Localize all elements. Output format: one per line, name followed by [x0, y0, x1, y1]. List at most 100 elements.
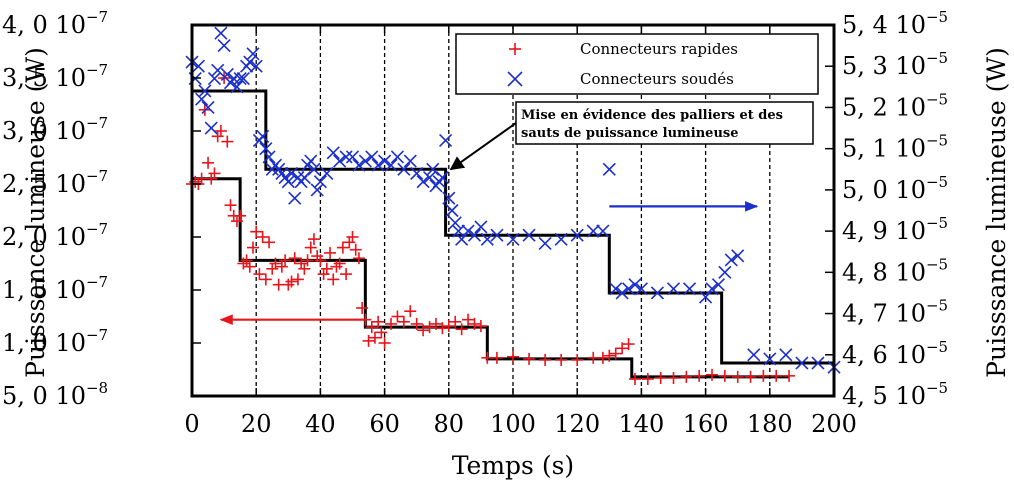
annotation-line-1: Mise en évidence des palliers et des: [521, 108, 783, 123]
data-point-soudes: [220, 67, 234, 82]
data-point-rapides: [654, 371, 667, 384]
x-tick-label: 0: [184, 410, 199, 438]
marker-stroke: [554, 232, 568, 246]
y-axis-right-label: Puisssance lumineuse (W): [982, 47, 1011, 378]
data-point-rapides: [410, 317, 423, 330]
marker-stroke: [198, 84, 212, 98]
marker-stroke: [204, 121, 218, 135]
data-point-soudes: [262, 150, 276, 164]
data-point-soudes: [705, 282, 719, 296]
legend-label-connecteurs-soudes: Connecteurs soudés: [580, 70, 734, 88]
data-point-rapides: [397, 315, 410, 328]
data-point-soudes: [445, 203, 459, 218]
data-point-rapides: [757, 369, 770, 382]
data-point-rapides: [375, 326, 388, 339]
data-point-soudes: [310, 183, 324, 197]
marker-stroke: [345, 150, 360, 164]
data-point-rapides: [307, 233, 320, 246]
data-point-soudes: [339, 150, 353, 164]
legend: Connecteurs rapides Connecteurs soudés: [455, 33, 819, 95]
marker-stroke: [207, 72, 222, 86]
x-tick-label: 60: [369, 410, 400, 438]
vertical-grid-lines: [255, 25, 771, 396]
data-point-soudes: [634, 282, 648, 296]
marker-stroke: [461, 224, 475, 238]
data-point-rapides: [571, 353, 584, 366]
marker-stroke: [763, 352, 777, 366]
data-point-rapides: [442, 320, 455, 333]
x-tick-label: 100: [490, 410, 536, 438]
data-point-soudes: [246, 47, 260, 61]
marker-stroke: [262, 150, 276, 164]
marker-stroke: [195, 92, 209, 106]
data-point-soudes: [390, 150, 405, 164]
data-point-soudes: [384, 158, 398, 172]
data-point-soudes: [195, 92, 209, 106]
data-point-soudes: [724, 253, 738, 267]
y-left-tick-label: 3, 0 10−7: [2, 114, 108, 145]
data-point-soudes: [522, 228, 536, 242]
data-point-soudes: [410, 166, 424, 180]
marker-stroke: [522, 228, 536, 242]
data-point-soudes: [281, 175, 295, 189]
y-left-tick-label: 4, 0 10−7: [2, 8, 108, 39]
y-left-tick-label: 1, 5 10−7: [2, 273, 108, 304]
data-point-soudes: [204, 121, 218, 135]
marker-stroke: [682, 282, 697, 296]
data-point-soudes: [615, 286, 629, 300]
data-point-soudes: [256, 129, 270, 143]
y-left-tick-label: 3, 5 10−7: [2, 61, 108, 92]
data-point-soudes: [236, 72, 250, 86]
x-tick-label: 160: [683, 410, 729, 438]
data-point-rapides: [693, 369, 706, 382]
data-point-rapides: [291, 273, 304, 286]
data-point-rapides: [243, 260, 256, 273]
y-left-tick-label: 2, 5 10−7: [2, 167, 108, 198]
x-tick-label: 20: [241, 410, 272, 438]
data-point-rapides: [327, 273, 340, 286]
marker-stroke: [699, 290, 713, 304]
annotation-line-2: sauts de puissance lumineuse: [521, 126, 738, 141]
data-point-rapides: [391, 310, 404, 323]
data-point-soudes: [811, 356, 825, 370]
y-right-tick-label: 5, 3 10−5: [842, 49, 948, 80]
marker-stroke: [371, 158, 385, 172]
marker-stroke: [236, 72, 250, 86]
data-point-soudes: [480, 232, 494, 246]
data-point-soudes: [650, 286, 665, 300]
marker-stroke: [352, 158, 366, 172]
data-point-soudes: [439, 133, 453, 147]
data-point-soudes: [467, 228, 482, 242]
marker-stroke: [448, 216, 462, 230]
data-point-rapides: [333, 257, 346, 270]
marker-stroke: [602, 162, 616, 176]
data-point-rapides: [603, 349, 616, 362]
data-point-rapides: [429, 317, 442, 330]
data-point-rapides: [462, 313, 475, 326]
data-point-rapides: [266, 262, 279, 275]
marker-stroke: [650, 286, 665, 300]
data-point-rapides: [783, 369, 796, 382]
data-point-rapides: [320, 262, 333, 275]
marker-stroke: [416, 175, 430, 189]
data-point-soudes: [358, 154, 372, 168]
marker-stroke: [634, 282, 648, 296]
data-point-rapides: [214, 125, 227, 137]
data-point-soudes: [506, 232, 520, 246]
data-point-rapides: [288, 252, 301, 265]
marker-stroke: [227, 72, 241, 86]
data-point-soudes: [682, 282, 697, 296]
data-point-soudes: [198, 84, 212, 98]
marker-stroke: [609, 282, 623, 296]
data-point-soudes: [233, 72, 247, 86]
data-point-soudes: [455, 232, 469, 246]
marker-stroke: [288, 191, 302, 205]
data-point-rapides: [346, 231, 359, 243]
data-point-rapides: [330, 260, 343, 273]
data-point-rapides: [269, 257, 282, 270]
legend-marker-connecteurs-soudes: [507, 71, 523, 87]
data-point-rapides: [372, 315, 385, 328]
annotation: Mise en évidence des palliers et des sau…: [449, 101, 814, 171]
marker-stroke: [718, 265, 732, 279]
x-tick-label: 40: [305, 410, 336, 438]
